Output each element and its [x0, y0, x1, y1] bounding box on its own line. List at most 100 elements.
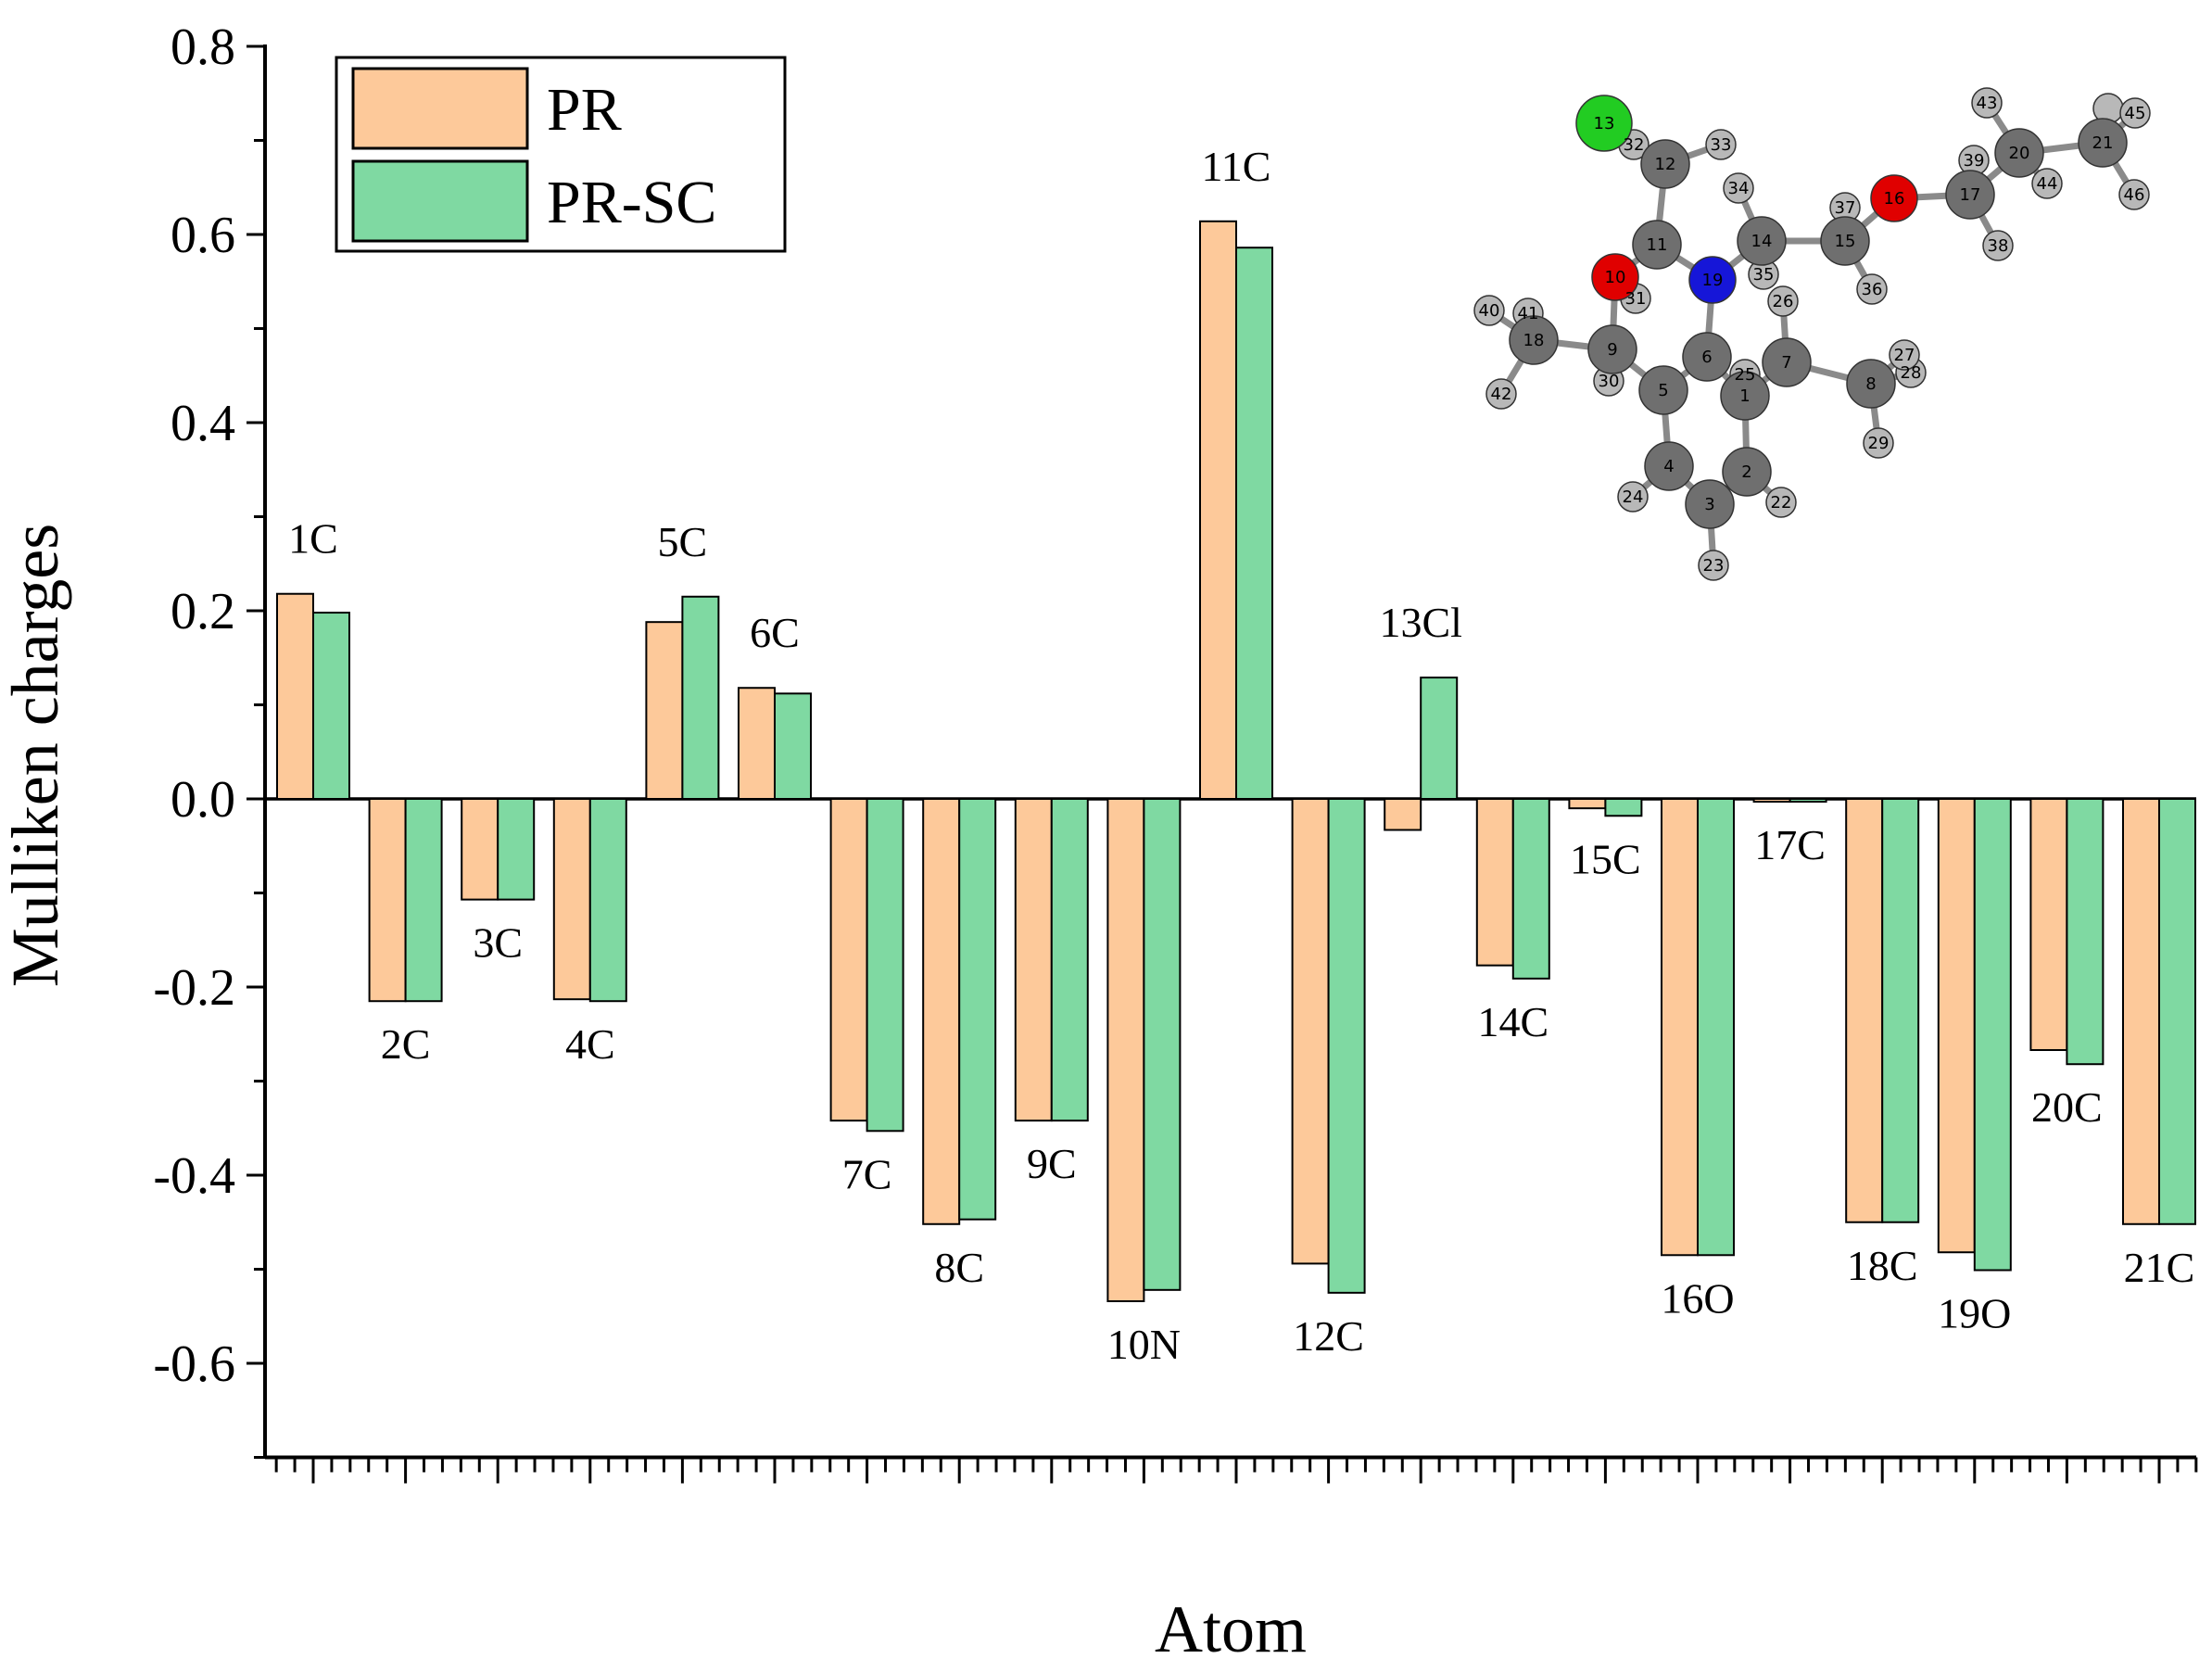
molecule-atom-number: 22	[1771, 493, 1792, 513]
molecule-atom-number: 46	[2124, 185, 2145, 205]
molecule-atom-number: 11	[1647, 235, 1668, 255]
bar-pr-17c	[1752, 798, 1791, 804]
molecule-atom	[1688, 256, 1737, 304]
molecule-atom-number: 37	[1835, 198, 1856, 218]
molecule-atom-number: 20	[2009, 144, 2030, 163]
legend-swatch-pr-sc	[351, 159, 529, 243]
bar-pr-10n	[1106, 798, 1145, 1303]
bar-pr-2c	[368, 798, 407, 1003]
bar-pr-14c	[1475, 798, 1514, 967]
molecule-atom	[1591, 253, 1639, 301]
molecule-atom-number: 15	[1835, 232, 1856, 251]
y-tick-label: 0.4	[171, 395, 235, 452]
bar-pr-21c	[2122, 798, 2160, 1225]
legend: PR PR-SC	[335, 56, 787, 253]
molecule-atom-number: 33	[1711, 135, 1732, 155]
bar-pr-sc-4c	[588, 798, 627, 1003]
bar-pr-sc-13cl	[1420, 677, 1459, 800]
molecule-atom-number: 39	[1964, 151, 1985, 171]
category-label-1c: 1C	[288, 515, 338, 563]
molecule-atom	[1846, 359, 1896, 409]
category-label-2c: 2C	[381, 1020, 431, 1068]
legend-label-pr-sc: PR-SC	[547, 169, 716, 236]
molecule-atom	[1737, 216, 1787, 266]
bar-pr-sc-3c	[497, 798, 536, 901]
category-label-7c: 7C	[842, 1150, 892, 1197]
molecule-atom-number: 14	[1751, 232, 1773, 251]
category-label-4c: 4C	[565, 1020, 615, 1068]
category-label-19o: 19O	[1938, 1290, 2011, 1337]
bar-pr-4c	[552, 798, 591, 1001]
bar-pr-7c	[829, 798, 868, 1122]
molecule-atom-number: 29	[1868, 434, 1890, 453]
category-label-10n: 10N	[1107, 1321, 1181, 1368]
molecule-atom	[1682, 332, 1732, 382]
molecule-atom	[1638, 365, 1688, 415]
molecule-atom-number: 24	[1623, 487, 1644, 507]
molecule-atom-number: 8	[1865, 374, 1876, 394]
bar-pr-sc-19o	[1973, 798, 2012, 1272]
molecule-atom-number: 9	[1607, 340, 1617, 360]
bar-pr-9c	[1014, 798, 1053, 1122]
molecule-atom	[1632, 220, 1682, 270]
molecule-atom	[1767, 285, 1799, 317]
molecule-atom-number: 17	[1960, 185, 1981, 205]
molecule-atom-number: 25	[1735, 365, 1756, 385]
bar-pr-sc-6c	[774, 692, 812, 801]
molecule-atom-number: 7	[1781, 353, 1791, 373]
molecule-atom-number: 45	[2125, 104, 2146, 123]
molecule-atom	[2119, 97, 2151, 129]
molecule-atom	[1971, 87, 2003, 119]
molecule-atom-number: 36	[1862, 280, 1883, 299]
molecule-atom	[1762, 337, 1812, 387]
bars	[276, 220, 2196, 1303]
y-tick-label: 0.8	[171, 19, 235, 76]
legend-swatch-pr	[351, 67, 529, 150]
category-label-15c: 15C	[1570, 835, 1641, 882]
bar-pr-sc-11c	[1235, 247, 1273, 800]
category-label-20c: 20C	[2031, 1083, 2103, 1131]
bar-pr-19o	[1937, 798, 1976, 1254]
molecule-atom-number: 44	[2037, 174, 2058, 194]
molecule-atom	[2118, 179, 2150, 210]
category-label-11c: 11C	[1202, 143, 1271, 190]
bar-pr-8c	[922, 798, 961, 1225]
molecule-atom-number: 41	[1518, 304, 1539, 323]
y-tick-label: 0.2	[171, 583, 235, 640]
bar-pr-sc-17c	[1789, 798, 1827, 804]
molecule-atom	[1644, 441, 1694, 491]
bar-pr-sc-8c	[958, 798, 997, 1221]
bar-pr-sc-5c	[681, 595, 720, 801]
bar-pr-sc-2c	[404, 798, 443, 1003]
molecule-atom	[1720, 371, 1770, 421]
bar-pr-11c	[1199, 220, 1237, 801]
molecule-atom-number: 40	[1479, 301, 1500, 321]
molecule-atom	[1889, 339, 1920, 371]
molecule-atom	[1685, 479, 1735, 529]
y-tick-label: -0.4	[153, 1147, 235, 1205]
molecule-atom-number: 31	[1625, 289, 1647, 309]
molecule-atom	[1640, 139, 1690, 189]
bar-pr-6c	[738, 687, 776, 800]
category-label-14c: 14C	[1477, 998, 1548, 1045]
bar-pr-sc-7c	[866, 798, 904, 1133]
category-labels: 1C 2C 3C 4C 5C 6C 7C 8C 9C 10N 11C 12C 13Cl 14C 15C 16O…	[288, 143, 2194, 1368]
category-label-12c: 12C	[1293, 1312, 1364, 1360]
bar-pr-3c	[461, 798, 499, 901]
molecule-atom	[1485, 378, 1517, 410]
molecule-atom	[1705, 129, 1737, 160]
y-axis-title: Mulliken charges	[0, 524, 72, 988]
molecule-atom-number: 32	[1624, 135, 1645, 155]
bar-pr-sc-21c	[2158, 798, 2196, 1225]
category-label-9c: 9C	[1027, 1140, 1077, 1187]
legend-label-pr: PR	[547, 76, 622, 144]
molecule-atom-number: 27	[1894, 346, 1915, 365]
molecule-atom-number: 34	[1728, 179, 1750, 198]
molecule-atom-number: 16	[1884, 189, 1905, 209]
bar-pr-sc-10n	[1143, 798, 1182, 1291]
molecule-atom-number: 38	[1988, 236, 2009, 256]
category-label-8c: 8C	[934, 1244, 984, 1291]
molecule-atom-number: 6	[1701, 348, 1712, 367]
molecule-atom-number: 5	[1658, 381, 1668, 400]
